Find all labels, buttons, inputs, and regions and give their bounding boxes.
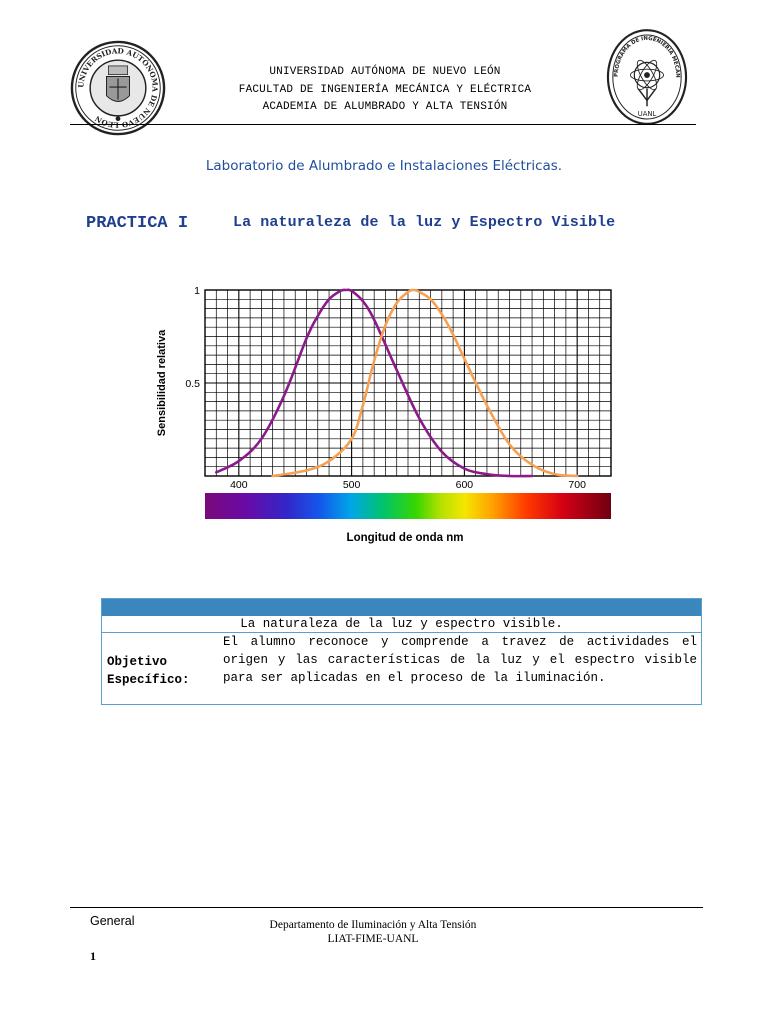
objective-label-line2: Específico: [107,673,190,687]
footer-divider [70,907,703,908]
x-axis-label: Longitud de onda nm [347,532,464,544]
x-tick-label: 600 [456,479,474,491]
practica-label: PRACTICA I [86,214,189,233]
svg-text:UANL: UANL [638,110,657,118]
plot-frame [204,289,612,477]
table-subject: La naturaleza de la luz y espectro visib… [240,617,563,631]
sensitivity-curve-orange [271,288,579,478]
chart-series [215,288,579,478]
uanl-seal-logo: UNIVERSIDAD AUTÓNOMA DE NUEVO LEÓN [70,40,166,136]
practica-title: La naturaleza de la luz y Espectro Visib… [233,214,616,231]
chart-ticks: 400 500 600 700 0.5 1 [185,285,586,491]
header-academy: ACADEMIA DE ALUMBRADO Y ALTA TENSIÓN [262,101,508,113]
y-tick-label: 0.5 [185,378,200,390]
footer-dept-line1: Departamento de Iluminación y Alta Tensi… [269,919,477,931]
header-university: UNIVERSIDAD AUTÓNOMA DE NUEVO LEÓN [269,66,501,78]
fime-seal-logo: PROGRAMA DE INGENIERÍA MECÁNICA Y ELÉCTR… [606,28,688,125]
university-header: UNIVERSIDAD AUTÓNOMA DE NUEVO LEÓN FACUL… [170,64,600,117]
header-divider [70,124,696,125]
objective-description: El alumno reconoce y comprende a travez … [223,635,697,685]
spectral-sensitivity-chart: 400 500 600 700 0.5 1 Sensibilidad relativa L… [156,285,612,544]
header-faculty: FACULTAD DE INGENIERÍA MECÁNICA Y ELÉCTR… [238,83,532,96]
y-tick-label: 1 [194,285,200,297]
page-number: 1 [90,949,96,963]
sensitivity-curve-purple [215,288,534,478]
visible-spectrum-strip [205,493,611,519]
footer-classification: General [90,914,135,928]
objective-label-line1: Objetivo [107,655,168,669]
table-header-bar [102,599,701,616]
x-tick-label: 500 [343,479,361,491]
table-divider [102,632,701,633]
chart-grid [205,290,611,476]
x-tick-label: 400 [230,479,248,491]
footer-dept-line2: LIAT-FIME-UANL [327,933,419,945]
y-axis-label: Sensibilidad relativa [156,329,168,436]
lab-title: Laboratorio de Alumbrado e Instalaciones… [205,158,563,174]
objective-label: Objetivo Específico: [107,653,190,689]
x-tick-label: 700 [568,479,586,491]
objective-table: La naturaleza de la luz y espectro visib… [101,598,702,705]
footer-department: Departamento de Iluminación y Alta Tensi… [200,918,546,946]
